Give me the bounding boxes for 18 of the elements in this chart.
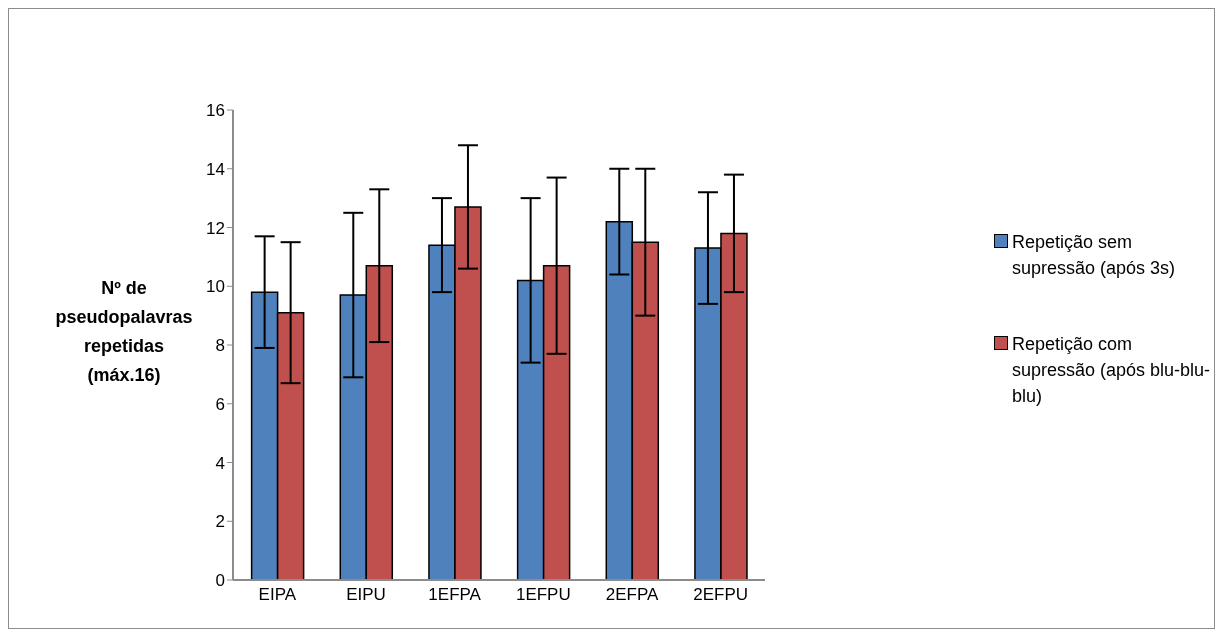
y-tick-label: 8 — [215, 336, 225, 356]
x-tick-label: 2EFPA — [605, 585, 659, 605]
legend-label: Repetição sem supressão (após 3s) — [1012, 230, 1177, 280]
y-tick-label: 14 — [206, 159, 225, 179]
y-tick-label: 2 — [215, 512, 225, 532]
y-tick-label: 4 — [215, 453, 225, 473]
x-tick-label: 1EFPU — [515, 585, 571, 605]
y-tick-label: 6 — [215, 394, 225, 414]
x-tick-label: EIPA — [258, 585, 297, 605]
y-axis-title: Nº de pseudopalavras repetidas (máx.16) — [54, 277, 194, 387]
x-tick-label: 2EFPU — [693, 585, 749, 605]
y-tick-label: 16 — [206, 101, 225, 121]
y-tick-label: 0 — [215, 571, 225, 591]
y-tick-label: 12 — [206, 218, 225, 238]
x-tick-label: 1EFPA — [428, 585, 482, 605]
legend-label: Repetição com supressão (após blu-blu-blu) — [1012, 332, 1212, 408]
x-tick-label: EIPU — [346, 585, 386, 605]
y-tick-label: 10 — [206, 277, 225, 297]
